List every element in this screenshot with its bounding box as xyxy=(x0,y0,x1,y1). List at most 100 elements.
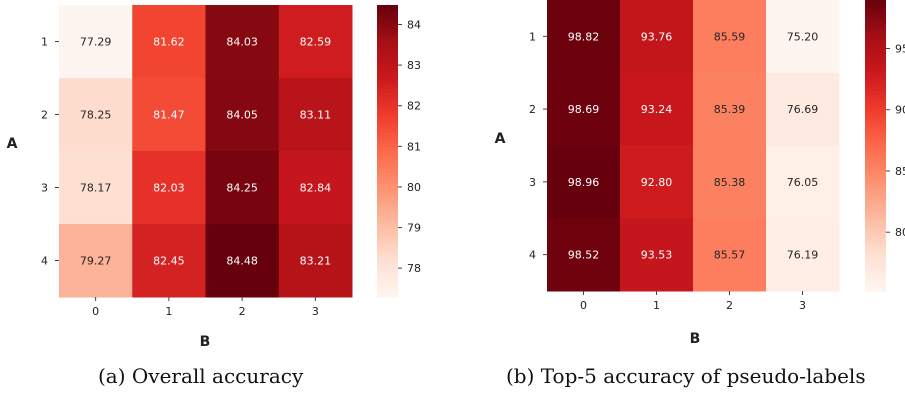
cell-value-label: 93.76 xyxy=(641,30,673,43)
colorbar-segment xyxy=(377,165,398,170)
y-tick-label: 1 xyxy=(529,30,536,43)
colorbar-segment xyxy=(377,143,398,148)
x-tick-label: 0 xyxy=(580,299,587,312)
colorbar-segment xyxy=(865,163,886,168)
colorbar-segment xyxy=(865,123,886,128)
colorbar-segment xyxy=(377,8,398,13)
colorbar-segment xyxy=(865,61,886,67)
colorbar-segment xyxy=(377,216,398,221)
colorbar-segment xyxy=(865,272,886,278)
heatmap-cell xyxy=(132,78,206,152)
heatmap-panel-b: 98.82 93.76 85.59 75.20 98.69 93.24 85.39 76.69… xyxy=(495,0,905,347)
colorbar-segment xyxy=(377,121,398,127)
cell-value-label: 93.24 xyxy=(641,103,673,116)
cell-value-label: 82.45 xyxy=(153,255,185,268)
cell-value-label: 77.29 xyxy=(80,36,112,49)
colorbar-b: 80 85 90 95 xyxy=(865,0,905,292)
heatmap-cell xyxy=(59,78,133,152)
cell-value-label: 75.20 xyxy=(787,30,819,43)
colorbar-segment xyxy=(377,227,398,232)
cell-value-label: 82.03 xyxy=(153,182,185,195)
colorbar-segment xyxy=(865,76,886,81)
colorbar-segment xyxy=(865,10,886,16)
colorbar-segment xyxy=(377,88,398,94)
colorbar-segment xyxy=(377,5,398,10)
colorbar-segment xyxy=(377,172,398,178)
cell-value-label: 82.84 xyxy=(300,182,332,195)
x-tick-label: 2 xyxy=(726,299,733,312)
colorbar-segment xyxy=(377,194,398,200)
colorbar-segment xyxy=(377,245,398,251)
colorbar-segment xyxy=(377,19,398,24)
colorbar-segment xyxy=(865,87,886,92)
colorbar-segment xyxy=(865,50,886,56)
colorbar-segment xyxy=(865,229,886,234)
colorbar-segment xyxy=(377,234,398,240)
colorbar-segment xyxy=(377,107,398,112)
y-tick-label: 2 xyxy=(529,103,536,116)
cell-value-label: 82.59 xyxy=(300,36,332,49)
colorbar-segment xyxy=(865,47,886,52)
colorbar-segment xyxy=(377,169,398,174)
colorbar-segment xyxy=(865,254,886,259)
colorbar-segment xyxy=(865,83,886,88)
colorbar-segment xyxy=(377,81,398,86)
x-tick-label: 3 xyxy=(799,299,806,312)
colorbar-segment xyxy=(865,170,886,176)
caption-b: (b) Top-5 accuracy of pseudo-labels xyxy=(506,364,866,388)
colorbar-segment xyxy=(865,65,886,70)
colorbar-segment xyxy=(377,183,398,189)
heatmap-cells-a: 77.29 81.62 84.03 82.59 78.25 81.47 84.05 83.11… xyxy=(59,5,353,298)
colorbar-segment xyxy=(377,56,398,61)
colorbar-segment xyxy=(377,74,398,79)
cell-value-label: 81.62 xyxy=(153,36,185,49)
colorbar-segment xyxy=(377,45,398,50)
colorbar-segment xyxy=(377,147,398,152)
y-axis-label-b: A xyxy=(495,131,506,147)
heatmap-cell xyxy=(132,224,206,298)
cell-value-label: 98.69 xyxy=(568,103,600,116)
colorbar-segment xyxy=(865,203,886,208)
colorbar-segment xyxy=(377,191,398,196)
cell-value-label: 76.05 xyxy=(787,176,819,189)
heatmap-cell xyxy=(205,224,280,298)
colorbar-segment xyxy=(377,140,398,145)
colorbar-segment xyxy=(377,264,398,269)
colorbar-segment xyxy=(865,258,886,263)
colorbar-segment xyxy=(377,158,398,163)
colorbar-segment xyxy=(865,130,886,136)
colorbar-segment xyxy=(377,289,398,294)
colorbar-tick-label: 84 xyxy=(407,18,421,31)
colorbar-segment xyxy=(377,231,398,236)
cell-value-label: 84.48 xyxy=(226,255,258,268)
colorbar-segment xyxy=(865,156,886,161)
x-tick-label: 3 xyxy=(312,305,319,318)
colorbar-tick-label: 82 xyxy=(407,100,421,113)
cell-value-label: 98.82 xyxy=(568,30,600,43)
colorbar-tick-label: 80 xyxy=(895,226,905,239)
colorbar-segment xyxy=(377,23,398,28)
colorbar-segment xyxy=(865,160,886,165)
colorbar-segment xyxy=(865,189,886,194)
colorbar-segment xyxy=(865,80,886,85)
heatmap-cell xyxy=(766,0,840,74)
colorbar-segment xyxy=(865,127,886,132)
x-axis-label-b: B xyxy=(690,331,701,347)
colorbar-segment xyxy=(865,149,886,154)
heatmap-cell xyxy=(205,78,280,152)
colorbar-segment xyxy=(377,198,398,203)
x-ticks-a: 0 1 2 3 xyxy=(92,297,319,318)
colorbar-tick-label: 85 xyxy=(895,165,905,178)
colorbar-segment xyxy=(865,261,886,267)
cell-value-label: 84.05 xyxy=(226,109,258,122)
colorbar-segment xyxy=(865,247,886,252)
colorbar-segment xyxy=(865,218,886,223)
colorbar-segment xyxy=(865,200,886,205)
colorbar-segment xyxy=(377,205,398,210)
colorbar-segment xyxy=(377,286,398,291)
colorbar-segment xyxy=(865,181,886,187)
heatmap-cell xyxy=(693,72,767,146)
y-tick-label: 3 xyxy=(41,182,48,195)
colorbar-segment xyxy=(865,36,886,41)
cell-value-label: 98.96 xyxy=(568,176,600,189)
